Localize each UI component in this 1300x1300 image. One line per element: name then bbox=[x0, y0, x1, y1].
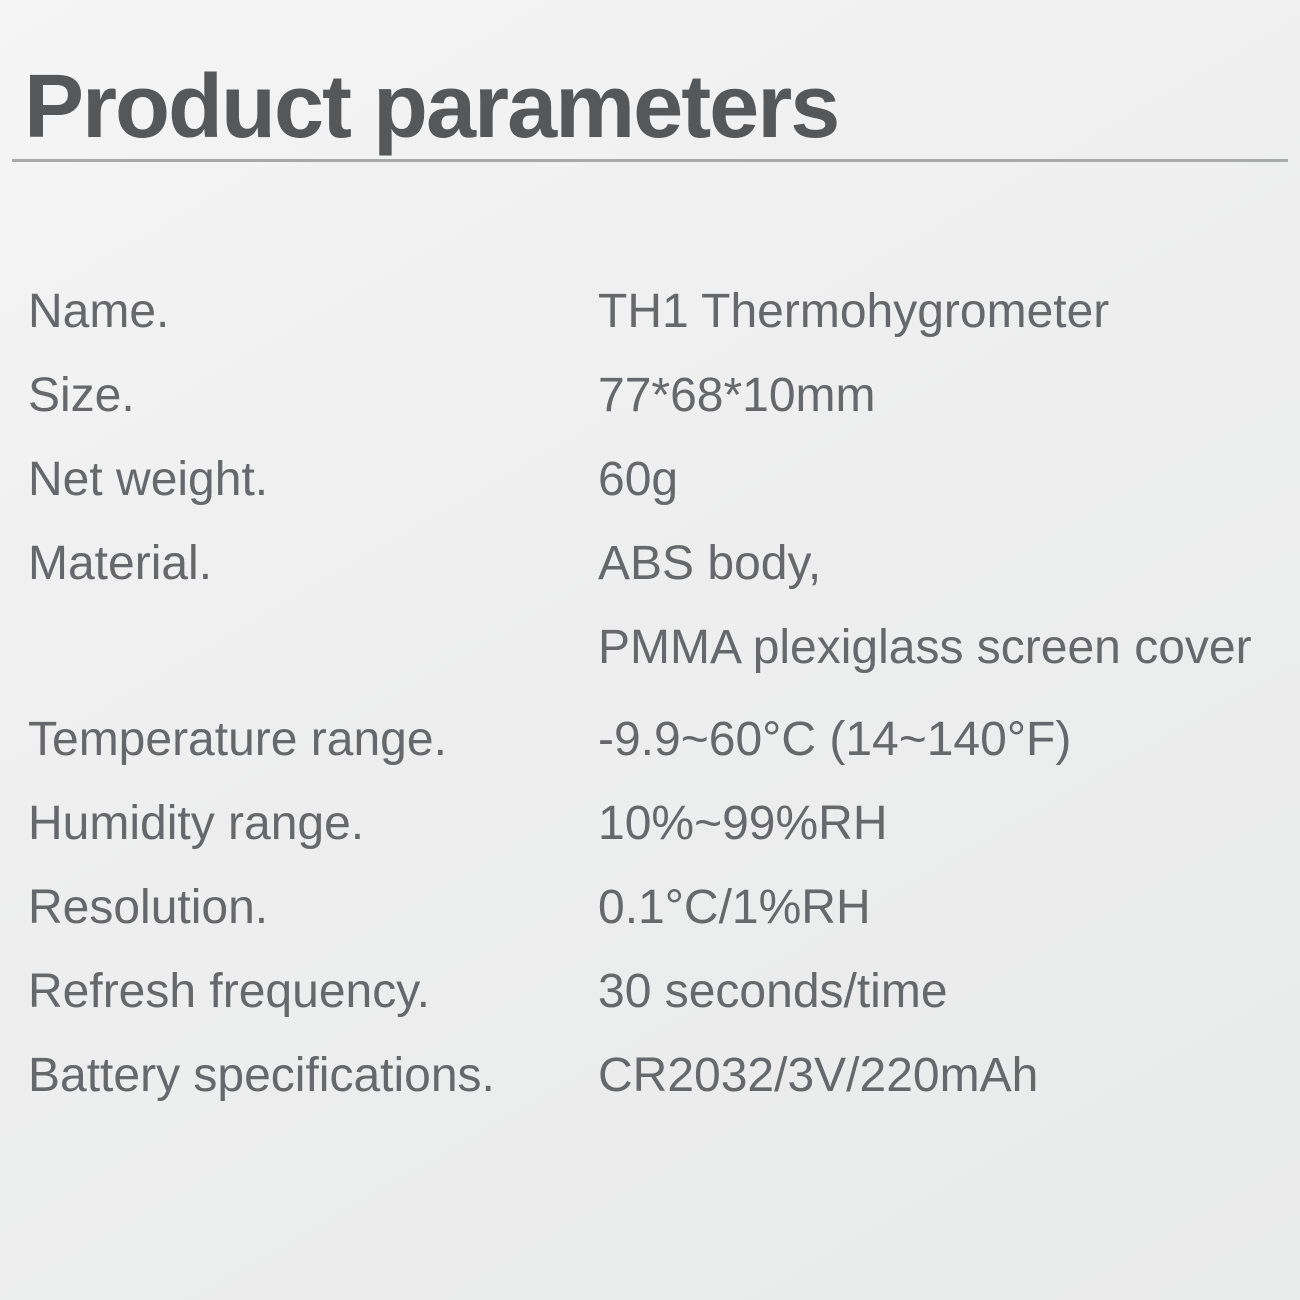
spec-label: Temperature range. bbox=[28, 713, 447, 766]
spec-label: Refresh frequency. bbox=[28, 965, 430, 1018]
spec-value: TH1 Thermohygrometer bbox=[598, 285, 1110, 338]
spec-label: Resolution. bbox=[28, 881, 269, 934]
spec-table: Name. TH1 Thermohygrometer Size. 77*68*1… bbox=[28, 270, 1292, 1118]
spec-label: Net weight. bbox=[28, 453, 269, 506]
spec-row-material: Material. ABS body, PMMA plexiglass scre… bbox=[28, 522, 1292, 690]
spec-label: Size. bbox=[28, 369, 135, 422]
spec-value-line-2: PMMA plexiglass screen cover bbox=[598, 621, 1252, 674]
spec-value: 60g bbox=[598, 453, 679, 506]
page-title: Product parameters bbox=[24, 57, 840, 158]
spec-value: 10%~99%RH bbox=[598, 797, 888, 850]
spec-row-battery-specifications: Battery specifications. CR2032/3V/220mAh bbox=[28, 1034, 1292, 1118]
spec-label: Battery specifications. bbox=[28, 1049, 495, 1102]
spec-label: Humidity range. bbox=[28, 797, 365, 850]
spec-row-size: Size. 77*68*10mm bbox=[28, 354, 1292, 438]
spec-value: 0.1°C/1%RH bbox=[598, 881, 871, 934]
spec-value: ABS body, PMMA plexiglass screen cover bbox=[598, 522, 1292, 690]
spec-row-name: Name. TH1 Thermohygrometer bbox=[28, 270, 1292, 354]
spec-value: 77*68*10mm bbox=[598, 369, 876, 422]
title-divider bbox=[12, 159, 1288, 162]
spec-value: 30 seconds/time bbox=[598, 965, 948, 1018]
spec-value-line-1: ABS body, bbox=[598, 537, 822, 590]
spec-label: Name. bbox=[28, 285, 170, 338]
spec-row-net-weight: Net weight. 60g bbox=[28, 438, 1292, 522]
spec-row-humidity-range: Humidity range. 10%~99%RH bbox=[28, 782, 1292, 866]
spec-value: CR2032/3V/220mAh bbox=[598, 1049, 1039, 1102]
spec-row-resolution: Resolution. 0.1°C/1%RH bbox=[28, 866, 1292, 950]
spec-value: -9.9~60°C (14~140°F) bbox=[598, 713, 1072, 766]
spec-row-temperature-range: Temperature range. -9.9~60°C (14~140°F) bbox=[28, 698, 1292, 782]
spec-row-refresh-frequency: Refresh frequency. 30 seconds/time bbox=[28, 950, 1292, 1034]
spec-label: Material. bbox=[28, 537, 213, 590]
